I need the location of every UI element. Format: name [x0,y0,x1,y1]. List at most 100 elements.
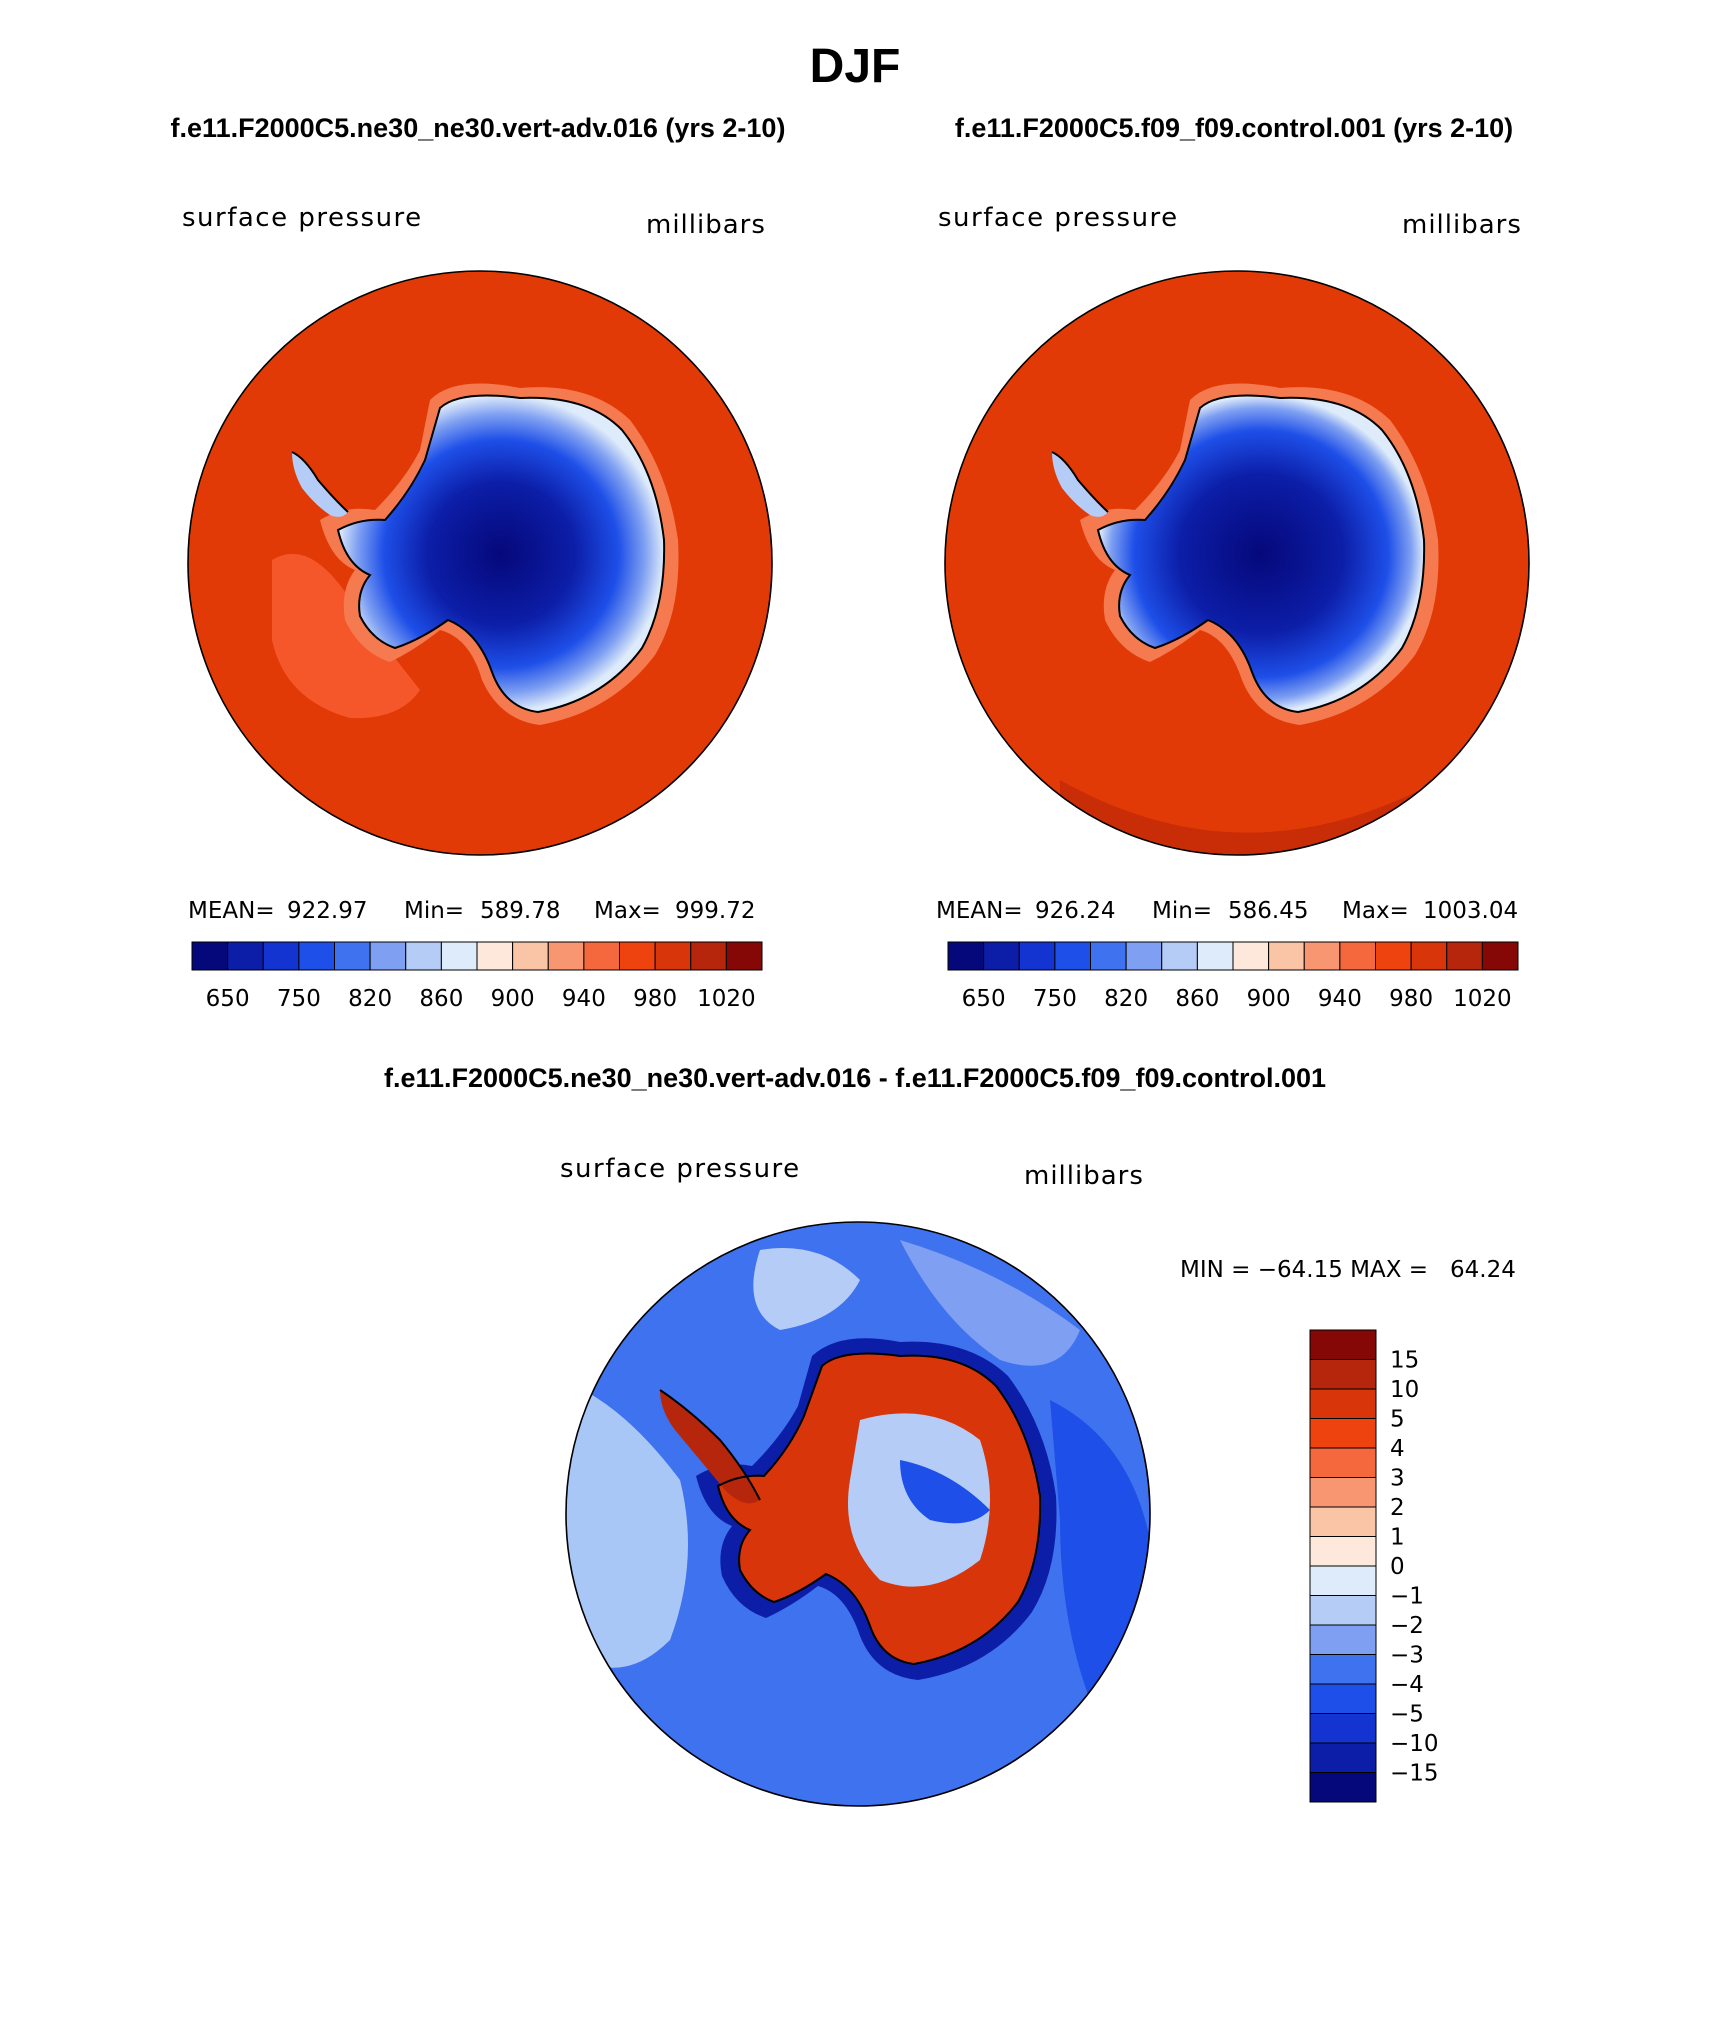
panel-left-map [187,270,773,856]
panel-left-colorbar-tick-label: 750 [277,986,321,1012]
panel-left-colorbar-swatch [690,941,727,971]
diff-colorbar-tick-label: 5 [1390,1407,1405,1433]
diff-map [565,1221,1151,1807]
diff-dark-sector-east [1050,1400,1150,1700]
panel-left-colorbar-swatch [227,941,264,971]
panel-right-min-label: Min= [1152,898,1212,924]
panel-right-peninsula [1052,452,1108,517]
panel-left-colorbar-swatch [369,941,407,971]
panel-right: f.e11.F2000C5.f09_f09.control.001 (yrs 2… [936,113,1530,1012]
panel-left-colorbar-tick-label: 900 [491,986,535,1012]
panel-right-colorbar-tick-label: 900 [1247,986,1291,1012]
diff-colorbar-tick-label: −1 [1390,1584,1424,1610]
panel-right-colorbar-swatch [1339,941,1376,971]
panel-left-colorbar-tick-label: 860 [419,986,463,1012]
panel-left-peninsula [292,452,348,517]
panel-left-colorbar-swatch [191,941,229,971]
diff-colorbar-tick-label: 15 [1390,1348,1419,1374]
panel-right-min-value: 586.45 [1228,898,1308,924]
panel-left-colorbar-tick-label: 980 [633,986,677,1012]
diff-mid-sector-northeast [900,1240,1080,1366]
panel-left-pacific-sector-anomaly [272,553,420,719]
panel-right-colorbar-swatch [1303,941,1341,971]
diff-colorbar-swatch [1309,1742,1377,1773]
panel-right-colorbar-tick-label: 1020 [1453,986,1512,1012]
panel-right-colorbar-swatch [1375,941,1412,971]
panel-right-colorbar-swatch [1268,941,1305,971]
diff-colorbar-swatch [1309,1388,1377,1419]
panel-right-variable-label: surface pressure [938,203,1179,233]
panel-left-variable-label: surface pressure [182,203,423,233]
panel-right-colorbar-swatch [1481,941,1519,971]
diff-colorbar-tick-label: 2 [1390,1495,1405,1521]
panel-left-colorbar-swatch [405,941,442,971]
diff-map-border [565,1221,1151,1807]
diff-light-sector-west [566,1380,688,1668]
panel-left-ice-sheet [338,395,665,712]
diff-colorbar-swatch [1309,1359,1377,1390]
diff-light-sector-north [753,1248,860,1330]
panel-left-colorbar-swatch [512,941,549,971]
panel-left-colorbar-swatch [440,941,478,971]
diff-colorbar-swatch [1309,1624,1377,1655]
panel-left-colorbar-tick-label: 820 [348,986,392,1012]
panel-left-colorbar-swatch [725,941,763,971]
panel-right-colorbar-tick-label: 820 [1104,986,1148,1012]
diff-colorbar-tick-label: 1 [1390,1525,1405,1551]
panel-left-colorbar-swatch [476,941,514,971]
diff-colorbar-tick-label: −3 [1390,1643,1424,1669]
panel-left-min-label: Min= [404,898,464,924]
panel-right-colorbar-swatch [1054,941,1091,971]
panel-right-coastline [1051,394,1426,714]
diff-colorbar-swatch [1309,1713,1377,1744]
diff-colorbar-tick-label: −15 [1390,1761,1439,1787]
panel-left: f.e11.F2000C5.ne30_ne30.vert-adv.016 (yr… [171,113,786,1012]
panel-right-colorbar-swatch [1018,941,1056,971]
diff-colorbar-tick-label: 0 [1390,1554,1405,1580]
diff-interior-blue-streak [900,1460,990,1524]
panel-right-colorbar-tick-label: 980 [1389,986,1433,1012]
panel-left-units-label: millibars [646,210,766,240]
diff-colorbar-tick-label: 3 [1390,1466,1405,1492]
panel-left-max-label: Max= [594,898,661,924]
diff-colorbar-swatch [1309,1595,1377,1626]
panel-right-colorbar-swatch [1161,941,1198,971]
diff-colorbar-swatch [1309,1506,1377,1537]
page-title: DJF [810,40,901,93]
diff-coastline [659,1352,1042,1666]
diff-colorbar-tick-label: −4 [1390,1672,1424,1698]
panel-right-colorbar-swatch [1410,941,1448,971]
diff-colorbar-tick-label: −5 [1390,1702,1424,1728]
diff-colorbar-swatch [1309,1683,1377,1714]
panel-left-mean-label: MEAN= [188,898,275,924]
panel-right-colorbar-swatch [947,941,985,971]
panel-right-colorbar-swatch [1125,941,1163,971]
diff-colorbar-swatch [1309,1772,1377,1803]
panel-right-max-label: Max= [1342,898,1409,924]
diff-variable-label: surface pressure [560,1154,801,1184]
panel-left-max-value: 999.72 [675,898,755,924]
panel-left-colorbar-swatch [262,941,300,971]
diff-colorbar-swatch [1309,1536,1377,1567]
panel-right-colorbar-swatch [1446,941,1483,971]
diff-colorbar-swatch [1309,1418,1377,1449]
panel-difference: f.e11.F2000C5.ne30_ne30.vert-adv.016 - f… [384,1063,1516,1807]
diff-colorbar-swatch [1309,1477,1377,1508]
panel-right-stats: MEAN= 926.24 Min= 586.45 Max= 1003.04 [936,898,1518,924]
panel-left-colorbar: 650 750 820 860 900 940 980 1020 [191,941,763,1012]
panel-right-colorbar-swatch [1196,941,1234,971]
diff-colorbar-swatch [1309,1329,1377,1360]
diff-colorbar-swatch [1309,1565,1377,1596]
panel-left-colorbar-tick-label: 650 [206,986,250,1012]
panel-right-colorbar-swatch [1232,941,1270,971]
diff-colorbar-swatch [1309,1654,1377,1685]
panel-right-colorbar-tick-label: 750 [1033,986,1077,1012]
panel-left-colorbar-swatch [619,941,656,971]
panel-right-colorbar-tick-label: 940 [1318,986,1362,1012]
panel-right-max-value: 1003.04 [1423,898,1518,924]
panel-left-colorbar-swatch [654,941,692,971]
diff-colorbar-tick-label: −10 [1390,1731,1439,1757]
panel-right-case-title: f.e11.F2000C5.f09_f09.control.001 (yrs 2… [955,113,1513,143]
